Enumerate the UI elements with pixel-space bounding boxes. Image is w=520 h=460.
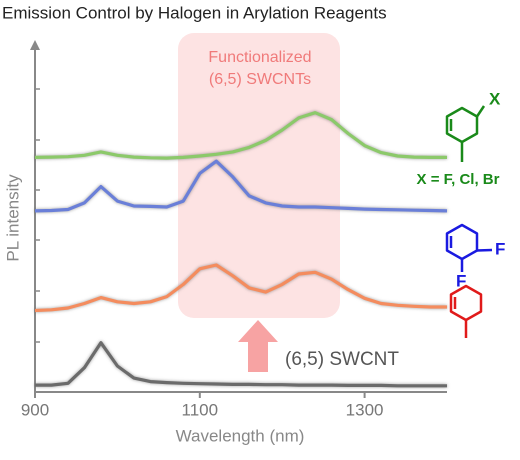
chart-title: Emission Control by Halogen in Arylation…	[2, 3, 387, 22]
reagent-caption: X = F, Cl, Br	[417, 171, 500, 188]
arrow	[238, 320, 278, 372]
x-tick-label: 1300	[346, 400, 384, 419]
series-line	[34, 159, 448, 213]
highlight-label: (6,5) SWCNTs	[209, 71, 311, 88]
atom-label: X	[489, 89, 501, 108]
series-line	[34, 263, 447, 313]
x-tick-label: 900	[21, 400, 49, 419]
y-minor-ticks	[35, 88, 40, 343]
highlight-box	[178, 33, 340, 318]
axis-arrow	[30, 40, 40, 50]
highlight-label: Functionalized	[208, 49, 311, 66]
y-axis-label: PL intensity	[3, 174, 22, 262]
atom-label: F	[495, 239, 505, 258]
series-label: (6,5) SWCNT	[285, 349, 399, 370]
atom-label: F	[456, 271, 466, 290]
series-line	[34, 111, 447, 160]
x-axis-label: Wavelength (nm)	[176, 426, 305, 445]
molecules	[445, 105, 493, 338]
series-line	[35, 341, 447, 388]
x-tick-label: 1100	[182, 400, 219, 419]
